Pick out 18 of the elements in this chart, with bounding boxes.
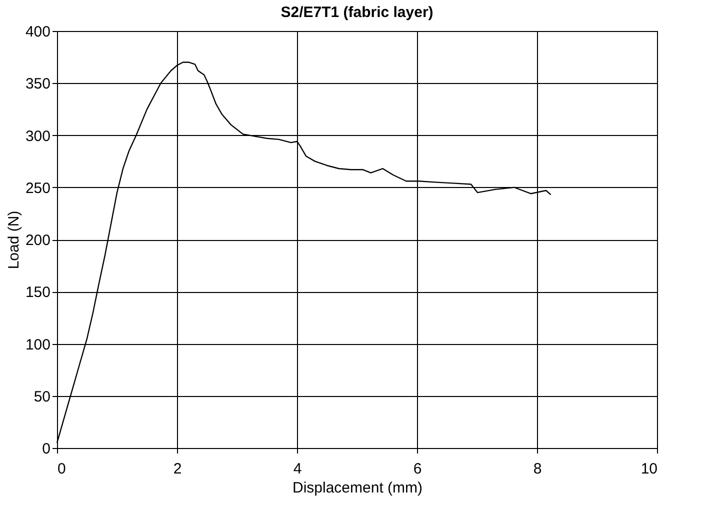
x-tick-label: 0 xyxy=(58,460,66,478)
y-tick-label: 100 xyxy=(25,336,50,354)
x-tick-label: 6 xyxy=(413,460,422,478)
y-tick-label: 350 xyxy=(25,76,50,93)
y-tick-label: 50 xyxy=(34,388,50,406)
x-tick-label: 4 xyxy=(293,460,302,478)
y-tick-label: 200 xyxy=(25,232,50,249)
chart-title: S2/E7T1 (fabric layer) xyxy=(280,4,434,21)
x-tick-label: 10 xyxy=(640,460,658,478)
y-tick-label: 400 xyxy=(25,24,50,40)
y-tick-label: 250 xyxy=(25,180,50,197)
y-tick-label: 0 xyxy=(42,440,50,458)
x-tick-label: 8 xyxy=(533,460,542,478)
x-axis-title: Displacement (mm) xyxy=(292,480,423,496)
y-tick-label: 150 xyxy=(25,284,50,302)
x-tick-label: 2 xyxy=(173,460,182,478)
y-axis-title: Load (N) xyxy=(5,210,22,270)
y-tick-label: 300 xyxy=(25,128,50,145)
